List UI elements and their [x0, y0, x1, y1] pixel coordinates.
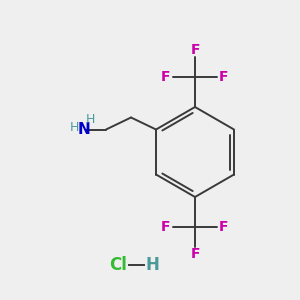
Text: H: H [69, 121, 79, 134]
Text: N: N [78, 122, 90, 137]
Text: F: F [219, 220, 229, 234]
Text: Cl: Cl [109, 256, 127, 274]
Text: H: H [145, 256, 159, 274]
Text: F: F [161, 220, 171, 234]
Text: H: H [85, 113, 95, 126]
Text: F: F [190, 43, 200, 57]
Text: F: F [161, 70, 171, 84]
Text: F: F [190, 247, 200, 261]
Text: F: F [219, 70, 229, 84]
